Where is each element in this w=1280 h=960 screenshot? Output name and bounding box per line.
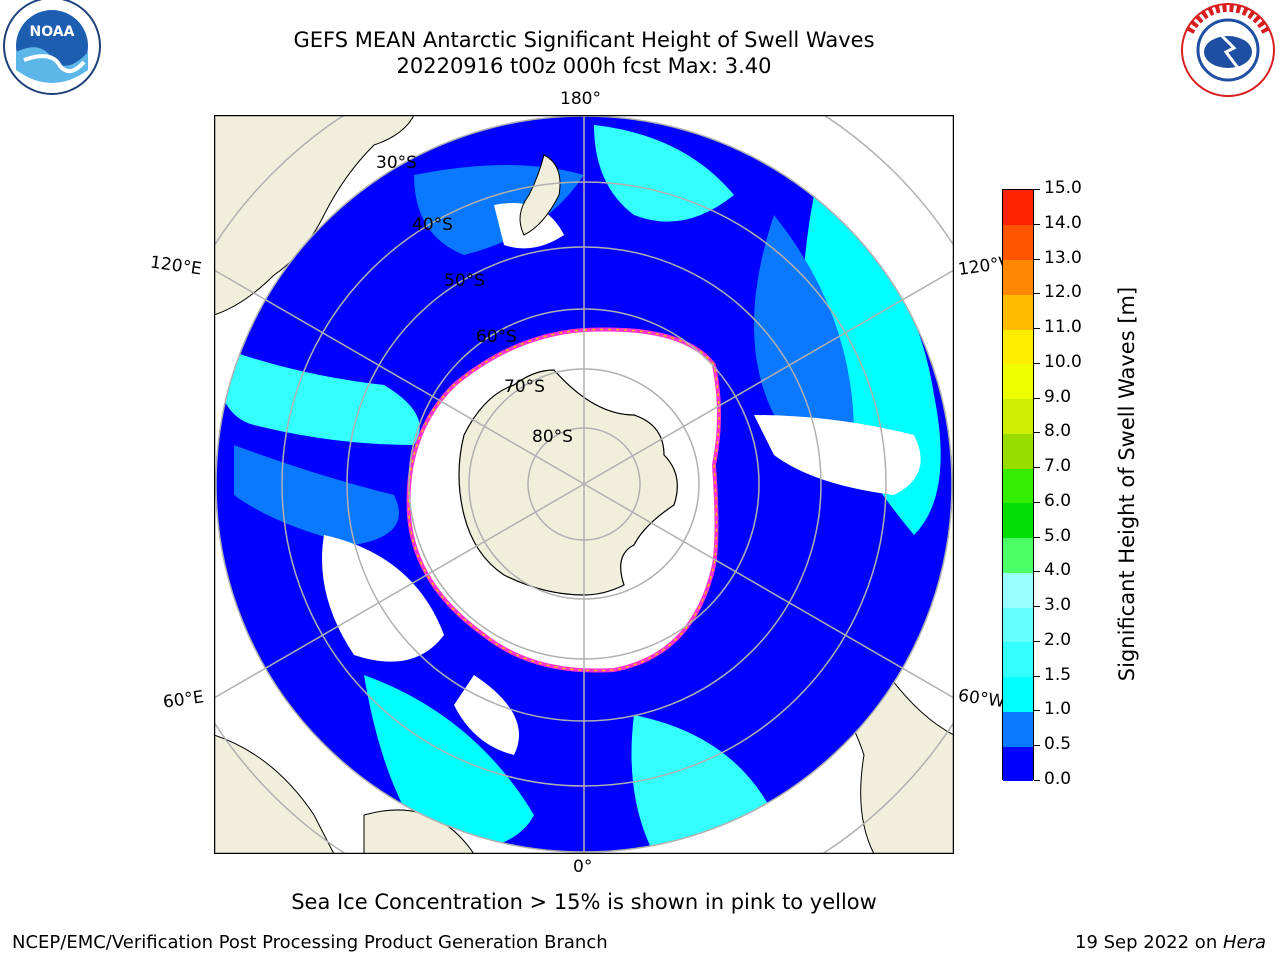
- lat-label-30: 30°S: [376, 153, 417, 173]
- chart-subtitle: 20220916 t00z 000h fcst Max: 3.40: [396, 54, 772, 78]
- colorbar-tick-mark: [1034, 397, 1040, 399]
- colorbar-segment: [1003, 259, 1033, 295]
- colorbar-tick-label: 8.0: [1044, 421, 1072, 442]
- colorbar-segment: [1003, 572, 1033, 608]
- credit-right: 19 Sep 2022 on Hera: [1075, 932, 1266, 953]
- colorbar-tick-label: 7.0: [1044, 456, 1072, 477]
- swell-band-west-2: [234, 445, 399, 545]
- colorbar-tick-mark: [1034, 362, 1040, 364]
- colorbar-tick-label: 10.0: [1044, 351, 1082, 372]
- colorbar-tick-mark: [1034, 258, 1040, 260]
- colorbar-segment: [1003, 294, 1033, 330]
- white-patch-sw: [322, 535, 444, 662]
- australia-land: [214, 115, 415, 316]
- colorbar-segment: [1003, 433, 1033, 469]
- colorbar-segment: [1003, 537, 1033, 573]
- colorbar-tick-label: 12.0: [1044, 282, 1082, 303]
- colorbar-tick-label: 11.0: [1044, 317, 1082, 338]
- colorbar-tick-label: 0.5: [1044, 734, 1072, 755]
- colorbar-segment: [1003, 224, 1033, 260]
- colorbar-tick-mark: [1034, 710, 1040, 712]
- credit-host: Hera: [1222, 932, 1266, 953]
- noaa-logo-icon: NOAA: [3, 0, 101, 95]
- swell-band-north-2: [594, 125, 734, 222]
- colorbar-tick-label: 14.0: [1044, 212, 1082, 233]
- polar-map: 30°S 40°S 50°S 60°S 70°S 80°S: [214, 115, 954, 854]
- antarctica-land: [458, 369, 678, 596]
- colorbar-tick-mark: [1034, 745, 1040, 747]
- lat-label-80: 80°S: [532, 427, 573, 447]
- noaa-logo-text: NOAA: [30, 24, 75, 40]
- colorbar-tick-label: 6.0: [1044, 490, 1072, 511]
- colorbar-tick-label: 9.0: [1044, 386, 1072, 407]
- colorbar-tick-label: 13.0: [1044, 247, 1082, 268]
- lon-label-180: 180°: [560, 89, 601, 109]
- lon-label-60w: 60°W: [956, 685, 1007, 713]
- colorbar-tick-mark: [1034, 432, 1040, 434]
- colorbar-tick-label: 15.0: [1044, 178, 1082, 198]
- colorbar-segment: [1003, 711, 1033, 747]
- colorbar-tick-mark: [1034, 501, 1040, 503]
- colorbar-segment: [1003, 398, 1033, 434]
- colorbar-segment: [1003, 363, 1033, 400]
- colorbar-segment: [1003, 607, 1033, 643]
- lon-label-0: 0°: [573, 857, 593, 877]
- colorbar-tick-label: 4.0: [1044, 560, 1072, 581]
- colorbar-tick-mark: [1034, 780, 1040, 781]
- colorbar-tick-mark: [1034, 640, 1040, 642]
- colorbar-tick-mark: [1034, 571, 1040, 573]
- lat-label-70: 70°S: [504, 377, 545, 397]
- colorbar-tick-mark: [1034, 675, 1040, 677]
- lat-label-40: 40°S: [412, 215, 453, 235]
- colorbar-tick-mark: [1034, 606, 1040, 608]
- colorbar: [1002, 189, 1034, 782]
- credit-left: NCEP/EMC/Verification Post Processing Pr…: [12, 932, 608, 953]
- lat-label-50: 50°S: [444, 271, 485, 291]
- colorbar-tick-mark: [1034, 293, 1040, 295]
- colorbar-tick-mark: [1034, 328, 1040, 330]
- colorbar-segment: [1003, 676, 1033, 712]
- nws-logo-icon: [1181, 3, 1275, 97]
- swell-band-mid-east: [754, 215, 854, 451]
- colorbar-tick-mark: [1034, 536, 1040, 538]
- colorbar-tick-label: 0.0: [1044, 769, 1072, 789]
- colorbar-tick-label: 1.5: [1044, 664, 1072, 685]
- colorbar-tick-mark: [1034, 467, 1040, 469]
- colorbar-tick-label: 2.0: [1044, 629, 1072, 650]
- colorbar-segment: [1003, 746, 1033, 782]
- white-patch-ne: [754, 415, 921, 495]
- colorbar-tick-mark: [1034, 223, 1040, 225]
- credit-date: 19 Sep 2022 on: [1075, 932, 1223, 953]
- lon-label-120e: 120°E: [148, 252, 203, 280]
- lon-label-60e: 60°E: [161, 687, 206, 713]
- colorbar-tick-label: 3.0: [1044, 595, 1072, 616]
- colorbar-tick-label: 1.0: [1044, 699, 1072, 720]
- colorbar-segment: [1003, 641, 1033, 678]
- swell-band-west: [216, 345, 420, 445]
- chart-title: GEFS MEAN Antarctic Significant Height o…: [293, 28, 875, 52]
- colorbar-tick-label: 5.0: [1044, 525, 1072, 546]
- new-zealand-land: [519, 154, 561, 236]
- colorbar-segment: [1003, 502, 1033, 539]
- sea-ice-note: Sea Ice Concentration > 15% is shown in …: [291, 890, 877, 914]
- colorbar-segment: [1003, 468, 1033, 504]
- white-patch-s: [454, 675, 519, 755]
- lat-label-60: 60°S: [476, 327, 517, 347]
- colorbar-segment: [1003, 329, 1033, 365]
- colorbar-segment: [1003, 190, 1033, 226]
- colorbar-label: Significant Height of Swell Waves [m]: [1115, 286, 1139, 682]
- colorbar-tick-mark: [1034, 189, 1040, 190]
